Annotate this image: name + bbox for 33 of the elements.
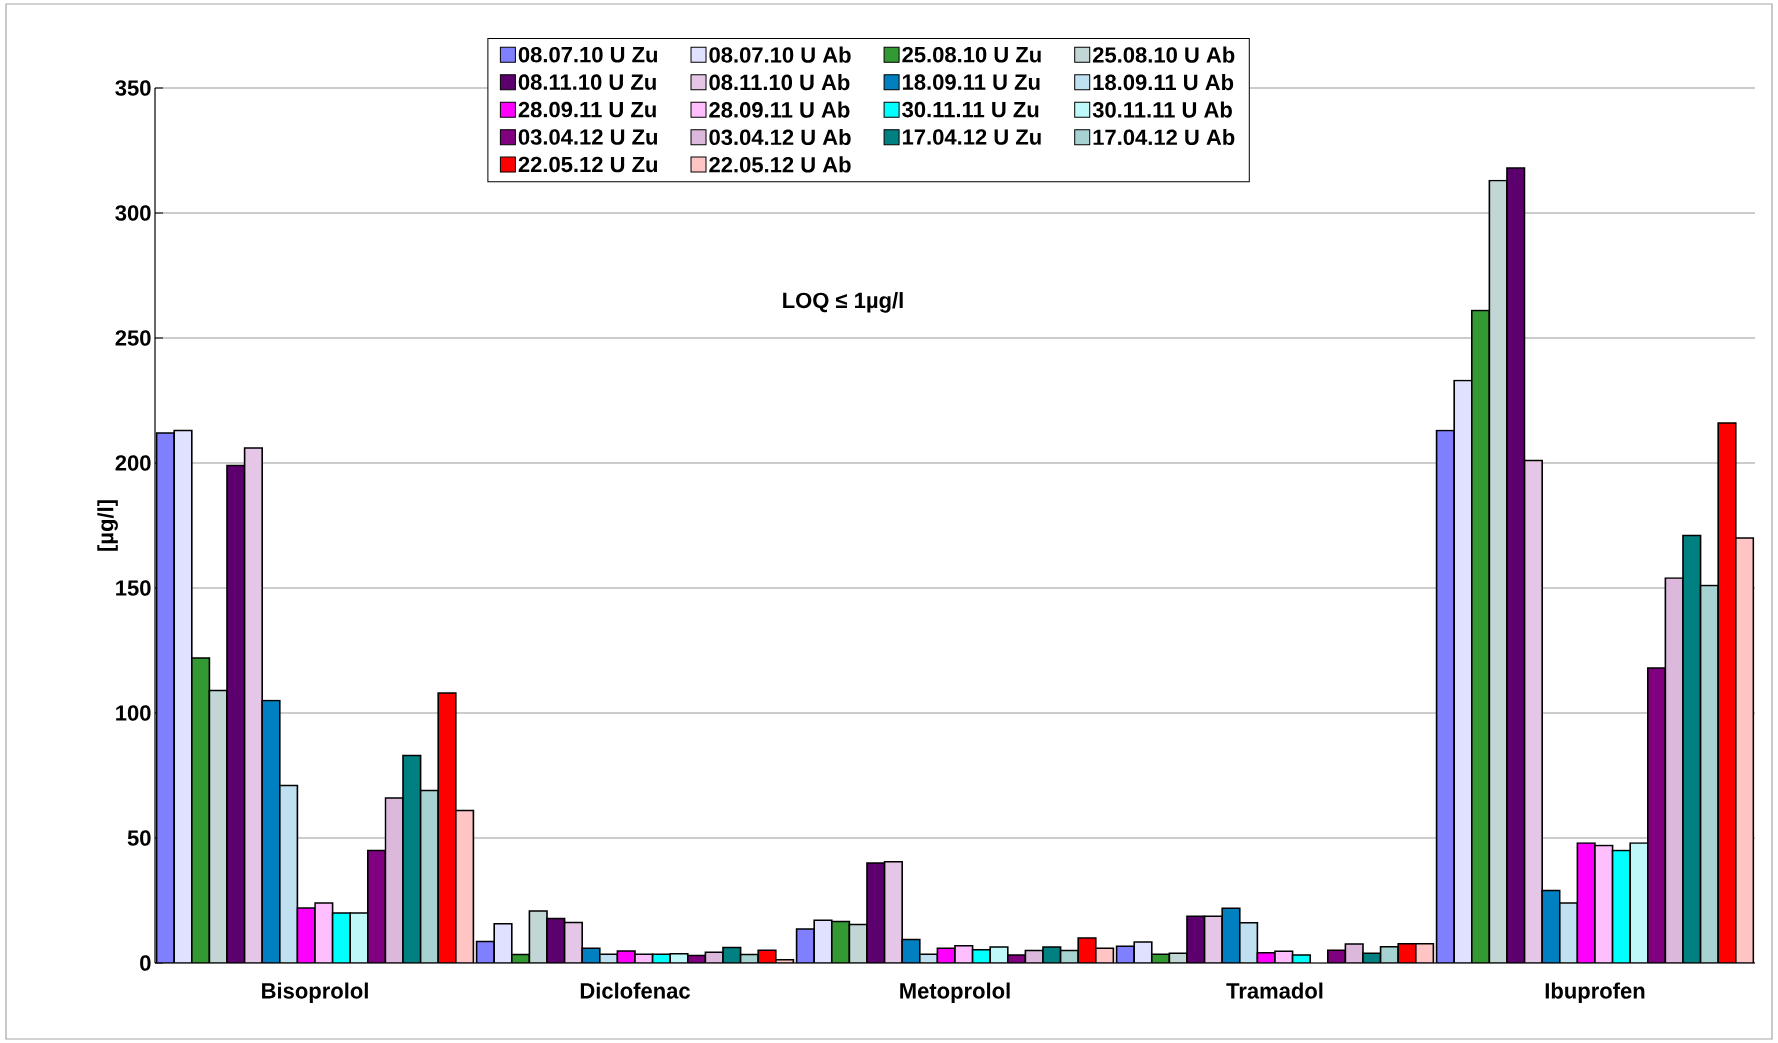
legend-label: 25.08.10 U Ab xyxy=(1092,46,1235,63)
legend-label: 17.04.12 U Zu xyxy=(902,129,1041,145)
legend-label: 08.11.10 U Ab xyxy=(709,74,850,91)
annotation: LOQ ≤ 1µg/l xyxy=(783,292,903,313)
legend-label: 22.05.12 U Zu xyxy=(518,156,658,173)
x-tick-label: Tramadol xyxy=(1226,982,1323,999)
legend-label: 08.11.10 U Zu xyxy=(518,74,656,90)
legend-label: 08.07.10 U Zu xyxy=(518,46,658,63)
y-tick-label: 0 xyxy=(140,955,151,971)
legend-label: 17.04.12 U Ab xyxy=(1093,128,1235,146)
y-axis-title: [µg/l] xyxy=(97,500,118,551)
legend-label: 03.04.12 U Zu xyxy=(518,129,658,145)
legend-label: 03.04.12 U Ab xyxy=(709,128,851,146)
y-tick-label: 150 xyxy=(116,580,151,596)
y-tick-label: 350 xyxy=(115,80,151,96)
legend-label: 18.09.11 U Ab xyxy=(1093,74,1234,91)
legend-label: 28.09.11 U Ab xyxy=(709,101,850,118)
legend-label: 30.11.11 U Ab xyxy=(1092,101,1232,118)
y-tick-label: 300 xyxy=(115,205,151,221)
y-tick-label: 50 xyxy=(127,830,151,846)
legend-label: 25.08.10 U Zu xyxy=(902,46,1041,63)
x-tick-label: Metoprolol xyxy=(900,982,1010,1004)
x-tick-label: Bisoprolol xyxy=(262,982,368,1004)
x-tick-label: Diclofenac xyxy=(580,982,690,999)
x-tick-label: Ibuprofen xyxy=(1545,982,1645,1004)
legend-label: 28.09.11 U Zu xyxy=(518,101,656,118)
legend-label: 18.09.11 U Zu xyxy=(902,74,1040,90)
y-tick-label: 200 xyxy=(115,455,151,471)
legend-label: 30.11.11 U Zu xyxy=(902,101,1039,118)
legend-label: 22.05.12 U Ab xyxy=(709,156,851,173)
y-tick-label: 100 xyxy=(116,705,151,721)
legend-label: 08.07.10 U Ab xyxy=(709,46,851,63)
y-tick-label: 250 xyxy=(115,330,151,346)
